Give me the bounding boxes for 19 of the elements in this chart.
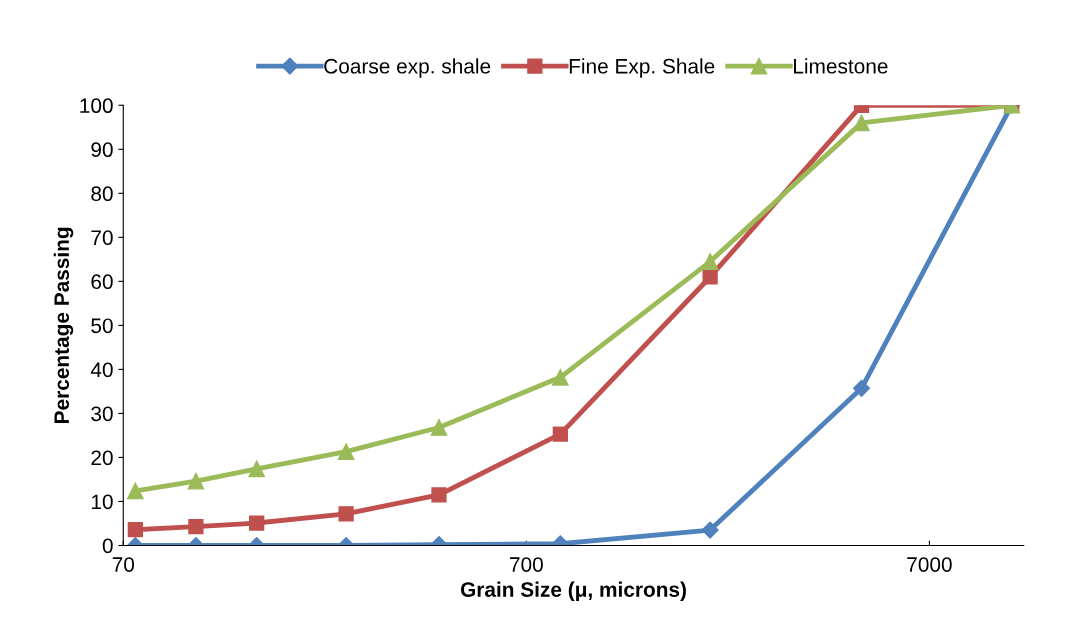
legend-label: Limestone <box>794 58 888 74</box>
legend-label: Coarse exp. shale <box>324 58 491 78</box>
y-tick-label: 80 <box>91 186 113 202</box>
y-tick-label: 10 <box>91 494 113 510</box>
x-tick-label: 7000 <box>907 557 952 572</box>
y-tick-label: 30 <box>91 406 113 422</box>
y-tick-label: 60 <box>91 274 113 290</box>
x-axis-title: Grain Size (μ, microns) <box>460 581 686 601</box>
legend-label: Fine Exp. Shale <box>569 58 715 78</box>
y-tick-label: 40 <box>90 362 113 378</box>
y-tick-label: 100 <box>80 98 113 114</box>
y-tick-label: 20 <box>91 450 113 466</box>
y-tick-label: 0 <box>102 538 113 554</box>
x-tick-label: 700 <box>510 557 543 572</box>
y-axis-title: Percentage Passing <box>53 227 74 423</box>
x-tick-label: 70 <box>112 557 135 572</box>
y-tick-label: 70 <box>91 230 113 246</box>
y-tick-label: 90 <box>91 142 113 158</box>
y-tick-label: 50 <box>91 318 113 334</box>
